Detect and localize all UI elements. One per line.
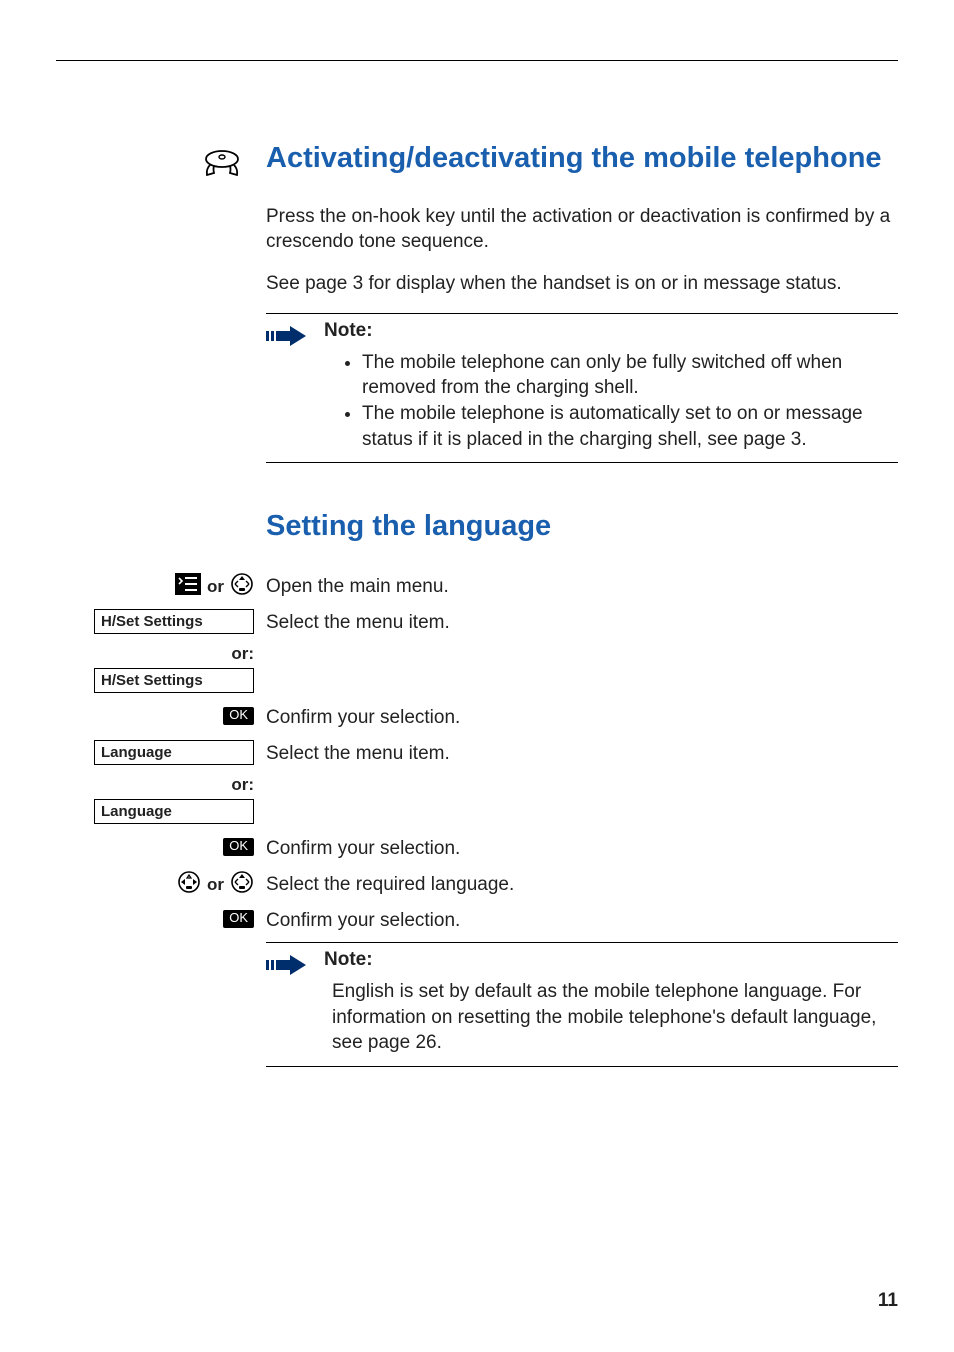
or-line-1: or: [56, 644, 266, 664]
section1-note: Note: The mobile telephone can only be f… [266, 313, 898, 464]
section-language: Setting the language or [56, 509, 898, 1067]
onhook-icon [56, 147, 254, 181]
ok-button-2: OK [223, 838, 254, 855]
step-select-item-2: Select the menu item. [266, 739, 898, 767]
note2-label: Note: [324, 949, 898, 971]
note-list: The mobile telephone can only be fully s… [324, 350, 898, 453]
note-arrow-icon [266, 324, 310, 453]
note-label: Note: [324, 320, 898, 342]
section1-title: Activating/deactivating the mobile telep… [266, 141, 898, 176]
header-rule [56, 60, 898, 61]
step-select-item-1: Select the menu item. [266, 608, 898, 636]
page: Activating/deactivating the mobile telep… [0, 0, 954, 1352]
step-open-menu: Open the main menu. [266, 572, 898, 600]
step-select-lang: Select the required language. [266, 870, 898, 898]
menu-hset-1: H/Set Settings [94, 609, 254, 634]
section-activating: Activating/deactivating the mobile telep… [56, 141, 898, 491]
or-label-2: or [207, 875, 224, 895]
note-item: The mobile telephone can only be fully s… [362, 350, 898, 401]
page-number: 11 [878, 1290, 898, 1312]
section2-note: Note: English is set by default as the m… [266, 942, 898, 1067]
menu-language-1: Language [94, 740, 254, 765]
menu-list-icon [175, 573, 201, 600]
section1-para2: See page 3 for display when the handset … [266, 271, 898, 297]
step-confirm-1: Confirm your selection. [266, 703, 898, 731]
section2-title: Setting the language [266, 509, 898, 544]
menu-hset-2: H/Set Settings [94, 668, 254, 693]
step-confirm-2: Confirm your selection. [266, 834, 898, 862]
menu-language-2: Language [94, 799, 254, 824]
note2-text: English is set by default as the mobile … [324, 979, 898, 1056]
or-line-2: or: [56, 775, 266, 795]
section1-para1: Press the on-hook key until the activati… [266, 204, 898, 255]
step-confirm-3: Confirm your selection. [266, 906, 898, 934]
or-label: or [207, 577, 224, 597]
note-arrow-icon-2 [266, 953, 310, 1056]
nav-up-icon [230, 572, 254, 601]
ok-button-1: OK [223, 707, 254, 724]
nav-up-icon-2 [230, 870, 254, 899]
ok-button-3: OK [223, 910, 254, 927]
note-item: The mobile telephone is automatically se… [362, 401, 898, 452]
nav-lr-icon [177, 870, 201, 899]
